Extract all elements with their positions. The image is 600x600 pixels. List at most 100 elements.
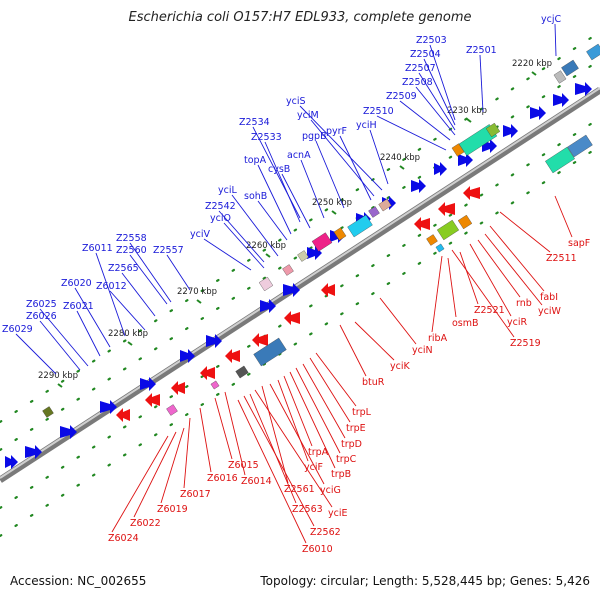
scale-label: 2280 kbp (108, 329, 148, 339)
gene-label-reverse: yciN (412, 345, 433, 356)
leader-line (339, 135, 372, 201)
forward-feature (100, 400, 117, 414)
gene-label-reverse: Z6016 (207, 473, 238, 484)
gene-block (166, 404, 178, 416)
gene-label-reverse: yciG (320, 485, 341, 496)
gene-block (253, 337, 287, 367)
gene-block (545, 146, 575, 174)
scale-tick (331, 210, 337, 215)
gene-block (567, 134, 593, 158)
leader-line (354, 321, 395, 361)
leader-line (111, 435, 169, 533)
leader-line (315, 140, 345, 209)
gene-label-forward: yciH (356, 120, 377, 131)
gene-label-forward: Z2510 (363, 106, 394, 117)
leader-line (183, 417, 191, 489)
gene-block (426, 234, 438, 246)
leader-line (269, 383, 325, 485)
leader-line (133, 431, 177, 518)
gene-label-reverse: rnb (516, 298, 532, 309)
gene-label-forward: Z6020 (61, 278, 92, 289)
leader-line (469, 243, 512, 317)
reverse-feature (225, 349, 240, 363)
leader-line (218, 210, 265, 263)
scale-tick (127, 341, 133, 346)
scale-ticks: 2220 kbp 2230 kbp 2240 kbp 2250 kbp 2260 kbp… (38, 59, 552, 388)
leader-line (231, 194, 279, 257)
gene-label-forward: yciM (297, 110, 319, 121)
gene-label-forward: Z6025 (26, 299, 57, 310)
gene-label-forward: topA (244, 155, 267, 166)
leader-line (252, 126, 301, 219)
leader-line (121, 272, 156, 317)
gene-label-reverse: ribA (428, 333, 448, 344)
scale-tick (399, 165, 405, 170)
leader-line (451, 249, 515, 338)
leader-line (379, 297, 417, 345)
scale-tick (466, 118, 472, 123)
leader-line (369, 129, 389, 185)
leader-line (166, 254, 191, 291)
gene-label-forward: Z2533 (251, 132, 282, 143)
leader-line (299, 105, 383, 191)
reverse-feature (200, 366, 215, 380)
ring-guide-0 (0, 30, 600, 424)
leader-line (129, 254, 168, 305)
gene-label-forward: Z2558 (116, 233, 147, 244)
leader-line (39, 320, 81, 371)
leader-line (447, 257, 457, 318)
forward-feature (434, 162, 447, 176)
gene-label-forward: Z2534 (239, 117, 270, 128)
leader-line (264, 141, 301, 223)
gene-label-reverse: Z2511 (546, 253, 577, 264)
scale-label: 2240 kbp (380, 153, 420, 163)
gene-label-forward: pyrF (326, 126, 347, 137)
gene-label-forward: sohB (244, 191, 267, 202)
leader-line (283, 375, 313, 447)
gene-label-reverse: Z2563 (292, 504, 323, 515)
leader-line (257, 164, 292, 235)
leader-line (203, 238, 252, 271)
gene-label-forward: Z2509 (386, 91, 417, 102)
leader-line (399, 100, 451, 141)
gene-label-forward: Z6021 (63, 301, 94, 312)
gene-label-forward: Z2508 (402, 77, 433, 88)
scale-label: 2260 kbp (246, 241, 286, 251)
label-leaders (15, 23, 573, 544)
forward-feature (530, 106, 546, 120)
gene-block (282, 264, 294, 276)
leader-line (214, 397, 233, 460)
gene-label-forward: yciL (218, 185, 237, 196)
leader-line (39, 308, 89, 367)
gene-label-forward: Z6012 (96, 281, 127, 292)
leader-line (339, 324, 367, 377)
gene-block (333, 227, 347, 241)
forward-feature (180, 349, 195, 363)
reverse-feature (463, 186, 480, 200)
reverse-feature (252, 333, 268, 347)
forward-feature (25, 445, 42, 459)
gene-label-reverse: Z6019 (157, 504, 188, 515)
leader-line (76, 310, 101, 357)
gene-label-reverse: yciW (538, 306, 561, 317)
leader-line (257, 200, 288, 241)
gene-label-reverse: Z6017 (180, 489, 211, 500)
forward-feature (5, 455, 18, 469)
reverse-feature (321, 283, 335, 297)
forward-feature (503, 124, 518, 138)
gene-block (42, 406, 54, 418)
leader-line (310, 119, 375, 197)
leader-line (295, 367, 341, 454)
gene-label-forward: Z2504 (410, 49, 441, 60)
gene-block (435, 243, 445, 253)
gene-label-forward: Z6029 (2, 324, 33, 335)
leader-line (129, 242, 172, 303)
leader-line (431, 255, 443, 333)
gene-label-reverse: Z6010 (302, 544, 333, 555)
leader-line (15, 333, 57, 375)
leader-line (160, 427, 185, 504)
leader-line (376, 115, 447, 151)
scale-label: 2220 kbp (512, 59, 552, 69)
gene-label-forward: Z2565 (108, 263, 139, 274)
